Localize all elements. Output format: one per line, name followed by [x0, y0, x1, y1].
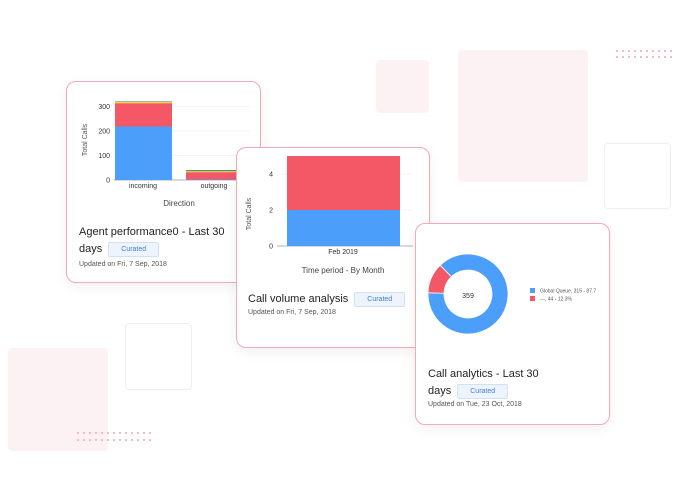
x-axis-label: Direction: [163, 199, 195, 208]
x-tick-label-outgoing: outgoing: [201, 183, 228, 190]
y-tick-label: 300: [98, 104, 110, 111]
bar-segment-incoming-2: [115, 101, 172, 104]
y-tick-label: 4: [269, 172, 273, 179]
bar-segment-incoming-0: [115, 126, 172, 180]
legend-swatch-global-queue: [530, 288, 535, 293]
y-tick-label: 2: [269, 208, 273, 215]
y-tick-label: 200: [98, 128, 110, 135]
bar-segment-feb-2019-1: [287, 156, 400, 210]
background-decor-square: [376, 60, 429, 113]
x-tick-label-incoming: incoming: [129, 183, 157, 190]
updated-timestamp: Updated on Tue, 23 Oct, 2018: [428, 401, 522, 408]
background-decor-panel-left: [8, 348, 108, 451]
card-title-line1: Call analytics - Last 30: [428, 368, 539, 380]
donut-chart-queues: 359 Global Queue, 315 - 87.7 ---, 44 - 1…: [427, 253, 596, 335]
bar-segment-incoming-1: [115, 103, 172, 127]
updated-timestamp: Updated on Fri, 7 Sep, 2018: [79, 261, 167, 268]
y-axis-label: Total Calls: [246, 197, 253, 230]
donut-center-label: 359: [462, 293, 474, 300]
curated-badge: Curated: [108, 241, 160, 257]
bar-segment-outgoing-2: [186, 171, 243, 173]
card-title-line2: days: [428, 385, 452, 397]
background-dot-grid: [616, 50, 672, 58]
card-title: Agent performance0 - Last 30 days Curated: [79, 224, 255, 258]
x-axis-label: Time period - By Month: [302, 266, 385, 275]
stacked-bar-chart-time-period: Total Calls 0 2 4 Feb 2019 Time period - B…: [246, 156, 413, 275]
legend-swatch-other: [530, 296, 535, 301]
background-decor-outline: [604, 143, 671, 209]
dashboard-card-agent-performance[interactable]: Total Calls 0 100 200 300 incoming outgoing…: [66, 81, 261, 283]
y-tick-label: 0: [106, 178, 110, 185]
background-decor-outline-left: [125, 323, 192, 390]
curated-badge: Curated: [354, 291, 406, 307]
legend-label-global-queue: Global Queue, 315 - 87.7: [540, 289, 596, 295]
legend-label-other: ---, 44 - 12.3%: [540, 297, 573, 303]
background-decor-panel: [458, 50, 588, 182]
donut-slice-0: [427, 253, 509, 335]
curated-badge: Curated: [457, 383, 509, 399]
dashboard-card-call-volume[interactable]: Total Calls 0 2 4 Feb 2019 Time period - B…: [236, 147, 430, 348]
y-axis-label: Total Calls: [82, 123, 89, 156]
background-dot-grid-left: [77, 432, 151, 441]
bar-segment-feb-2019-0: [287, 210, 400, 246]
updated-timestamp: Updated on Fri, 7 Sep, 2018: [248, 309, 336, 316]
card-title-line1: Agent performance0 - Last 30: [79, 226, 225, 238]
card-title-line1: Call volume analysis: [248, 293, 349, 305]
donut-slice-1: [427, 264, 452, 294]
bar-segment-outgoing-1: [186, 172, 243, 180]
x-tick-label-feb-2019: Feb 2019: [328, 249, 358, 256]
stacked-bar-chart-direction: Total Calls 0 100 200 300 incoming outgoing…: [82, 101, 250, 208]
y-tick-label: 100: [98, 153, 110, 160]
dashboard-card-call-analytics[interactable]: 359 Global Queue, 315 - 87.7 ---, 44 - 1…: [415, 223, 610, 425]
card-title: Call volume analysis Curated: [248, 291, 426, 308]
y-tick-label: 0: [269, 244, 273, 251]
card-title: Call analytics - Last 30 days Curated: [428, 366, 604, 400]
card-title-line2: days: [79, 243, 103, 255]
bar-segment-outgoing-3: [186, 170, 243, 172]
